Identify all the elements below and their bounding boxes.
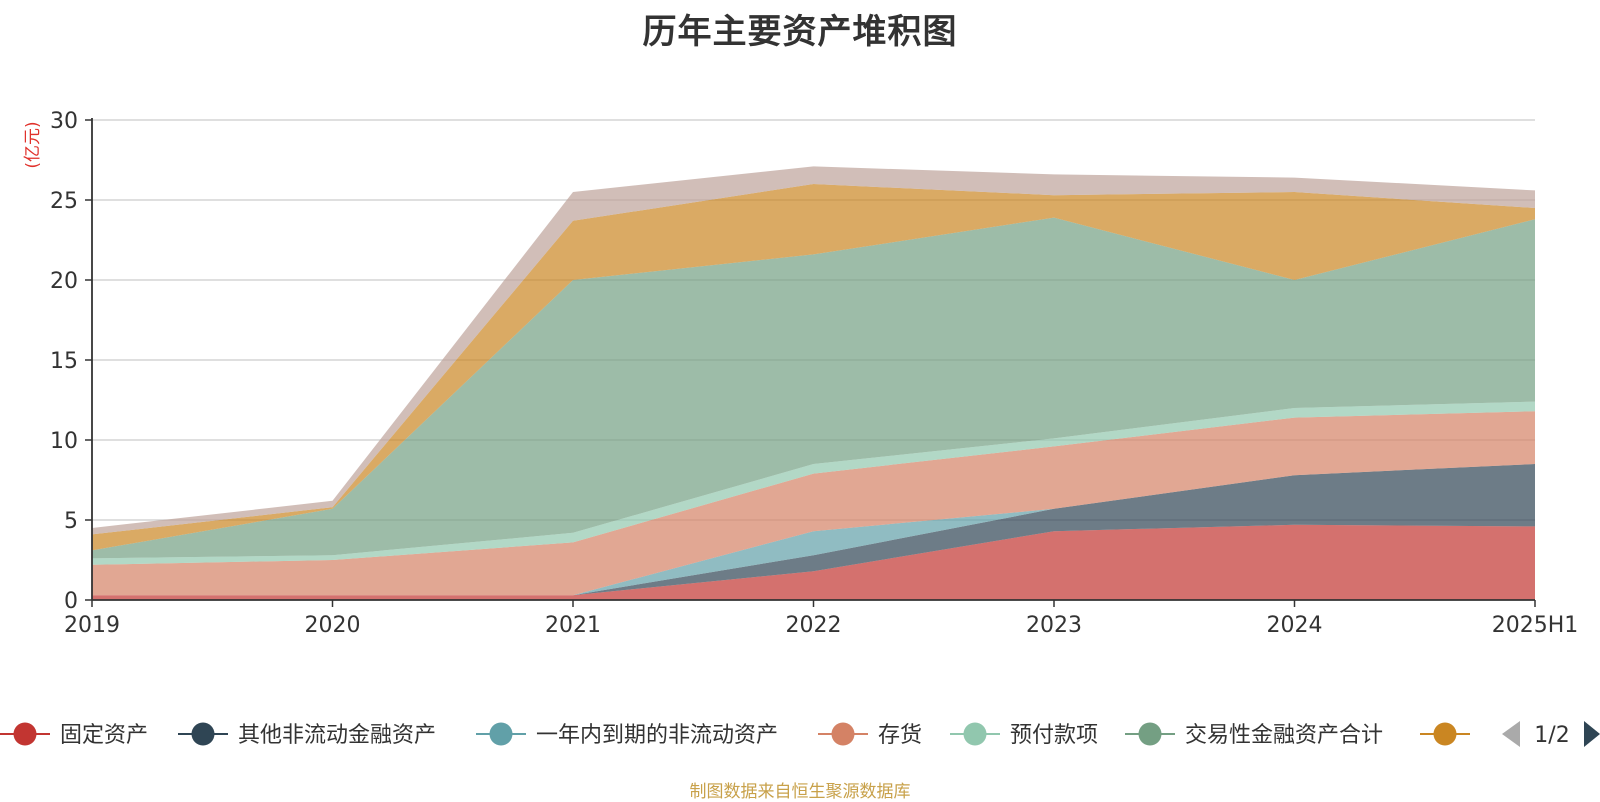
- legend-item[interactable]: [1420, 722, 1470, 746]
- source-note: 制图数据来自恒生聚源数据库: [689, 782, 911, 802]
- legend-marker: [831, 722, 855, 746]
- y-tick-label: 30: [50, 109, 78, 134]
- area-series-3: [92, 411, 1535, 596]
- legend-item[interactable]: 固定资产: [0, 722, 148, 749]
- legend-label: 交易性金融资产合计: [1185, 723, 1383, 748]
- legend-pager: 1/2: [1502, 721, 1600, 748]
- y-tick-label: 0: [64, 589, 78, 614]
- y-tick-label: 10: [50, 429, 78, 454]
- legend-marker: [1138, 722, 1162, 746]
- legend: 固定资产 其他非流动金融资产 一年内到期的非流动资产 存货 预付款项 交易性金融资产合计: [0, 722, 1470, 749]
- area-series-6: [92, 184, 1535, 551]
- x-tick-label: 2021: [545, 613, 601, 638]
- legend-item[interactable]: 一年内到期的非流动资产: [476, 722, 778, 749]
- legend-marker: [1433, 722, 1457, 746]
- legend-item[interactable]: 预付款项: [950, 722, 1098, 749]
- legend-page-indicator: 1/2: [1534, 723, 1569, 748]
- y-tick-label: 5: [64, 509, 78, 534]
- legend-prev-arrow-icon[interactable]: [1502, 721, 1520, 747]
- chart-title: 历年主要资产堆积图: [642, 12, 958, 52]
- legend-marker: [13, 722, 37, 746]
- area-series-1: [92, 464, 1535, 596]
- legend-next-arrow-icon[interactable]: [1584, 721, 1600, 747]
- area-series-0: [92, 524, 1535, 600]
- legend-label: 其他非流动金融资产: [238, 723, 436, 748]
- legend-item[interactable]: 其他非流动金融资产: [178, 722, 436, 749]
- legend-marker: [489, 722, 513, 746]
- axes: 0 5 10 15 20 25 30 2019 2020 2021 2022 2023 2024 2025…: [50, 109, 1578, 638]
- legend-item[interactable]: 存货: [818, 722, 922, 749]
- x-tick-label: 2023: [1026, 613, 1082, 638]
- area-series-5: [92, 217, 1535, 559]
- x-tick-label: 2022: [786, 613, 842, 638]
- y-tick-label: 15: [50, 349, 78, 374]
- legend-marker: [191, 722, 215, 746]
- legend-label: 预付款项: [1010, 723, 1098, 748]
- legend-label: 固定资产: [60, 723, 148, 748]
- area-series: [92, 166, 1535, 600]
- y-tick-label: 20: [50, 269, 78, 294]
- legend-label: 一年内到期的非流动资产: [536, 723, 778, 748]
- y-tick-label: 25: [50, 189, 78, 214]
- x-tick-label: 2020: [305, 613, 361, 638]
- legend-marker: [963, 722, 987, 746]
- x-tick-label: 2019: [64, 613, 120, 638]
- legend-label: 存货: [878, 723, 922, 748]
- legend-item[interactable]: 交易性金融资产合计: [1125, 722, 1383, 749]
- y-unit-label: (亿元): [23, 121, 43, 168]
- x-tick-label: 2024: [1267, 613, 1323, 638]
- x-tick-label: 2025H1: [1492, 613, 1579, 638]
